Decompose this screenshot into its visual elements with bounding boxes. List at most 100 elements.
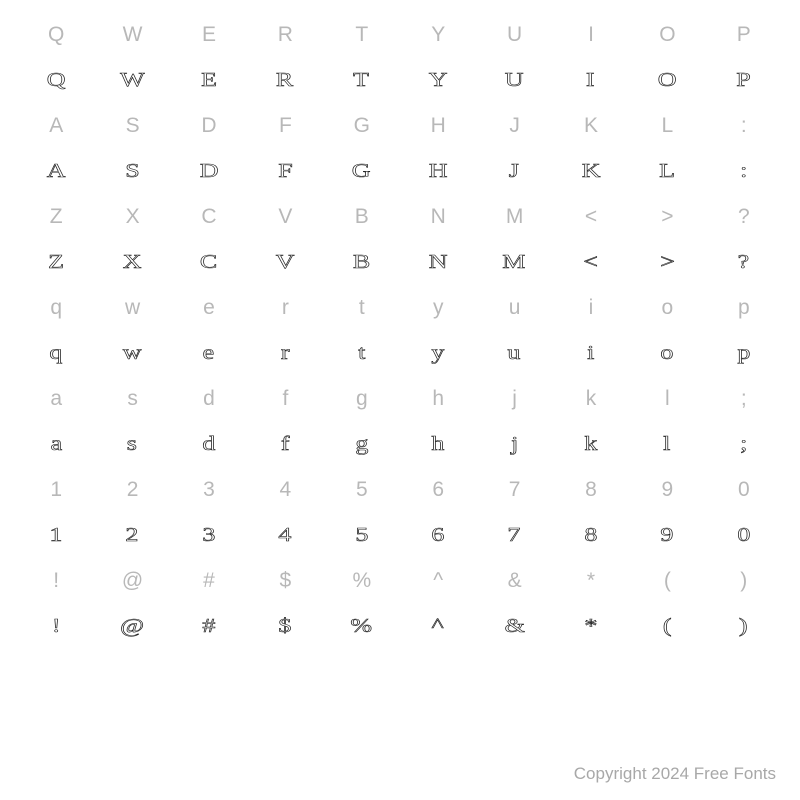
reference-char: u (509, 296, 521, 320)
reference-char: N (431, 205, 446, 229)
char-cell-ref: B (324, 194, 400, 240)
char-cell-glyph: P (706, 58, 782, 104)
char-cell-ref: : (706, 103, 782, 149)
char-cell-glyph: 4 (247, 513, 323, 559)
char-cell-glyph: e (171, 331, 247, 377)
char-cell-ref: S (94, 103, 170, 149)
char-cell-ref: y (400, 285, 476, 331)
reference-char: : (741, 114, 747, 138)
sample-glyph: T (354, 69, 371, 92)
reference-char: t (359, 296, 365, 320)
reference-char: 1 (50, 478, 62, 502)
char-cell-ref: i (553, 285, 629, 331)
sample-glyph: 1 (49, 524, 63, 547)
char-cell-ref: g (324, 376, 400, 422)
char-cell-glyph: i (553, 331, 629, 377)
reference-char: ; (741, 387, 747, 411)
sample-glyph: 0 (737, 524, 751, 547)
char-cell-ref: e (171, 285, 247, 331)
char-cell-glyph: l (629, 422, 705, 468)
char-cell-glyph: a (18, 422, 94, 468)
char-cell-ref: ( (629, 558, 705, 604)
reference-char: ? (738, 205, 750, 229)
char-cell-ref: o (629, 285, 705, 331)
char-cell-glyph: G (324, 149, 400, 195)
sample-glyph: K (581, 160, 600, 183)
sample-glyph: y (431, 342, 445, 365)
char-cell-glyph: T (324, 58, 400, 104)
reference-char: F (279, 114, 292, 138)
char-cell-glyph: $ (247, 604, 323, 650)
char-cell-ref: l (629, 376, 705, 422)
char-cell-glyph: 1 (18, 513, 94, 559)
reference-char: > (661, 205, 673, 229)
char-cell-glyph: 0 (706, 513, 782, 559)
reference-char: 8 (585, 478, 597, 502)
sample-glyph: F (278, 160, 293, 183)
sample-glyph: 7 (508, 524, 522, 547)
char-cell-glyph: E (171, 58, 247, 104)
char-cell-ref: h (400, 376, 476, 422)
reference-char: 4 (280, 478, 292, 502)
sample-glyph: u (508, 342, 522, 365)
char-cell-glyph: % (324, 604, 400, 650)
sample-glyph: < (583, 251, 598, 274)
char-cell-ref: N (400, 194, 476, 240)
char-cell-glyph: X (94, 240, 170, 286)
char-cell-glyph: C (171, 240, 247, 286)
char-cell-ref: 1 (18, 467, 94, 513)
char-cell-ref: I (553, 12, 629, 58)
reference-char: B (355, 205, 369, 229)
char-cell-ref: ; (706, 376, 782, 422)
char-cell-ref: ! (18, 558, 94, 604)
char-cell-glyph: D (171, 149, 247, 195)
reference-char: w (125, 296, 140, 320)
sample-glyph: > (660, 251, 675, 274)
reference-char: E (202, 23, 216, 47)
reference-char: G (354, 114, 370, 138)
char-cell-ref: j (476, 376, 552, 422)
reference-char: < (585, 205, 597, 229)
sample-glyph: $ (279, 615, 293, 638)
reference-char: 2 (127, 478, 139, 502)
char-cell-glyph: q (18, 331, 94, 377)
sample-glyph: V (276, 251, 295, 274)
reference-char: # (203, 569, 215, 593)
char-cell-glyph: F (247, 149, 323, 195)
reference-char: q (50, 296, 62, 320)
character-map-grid: QWERTYUIOPQWERTYUIOPASDFGHJKL:ASDFGHJKL:… (0, 0, 800, 800)
char-cell-glyph: W (94, 58, 170, 104)
char-cell-ref: 5 (324, 467, 400, 513)
char-cell-ref: 6 (400, 467, 476, 513)
char-cell-glyph: # (171, 604, 247, 650)
reference-char: s (127, 387, 138, 411)
sample-glyph: X (123, 251, 142, 274)
sample-glyph: J (509, 160, 520, 183)
sample-glyph: @ (120, 615, 145, 638)
reference-char: j (512, 387, 517, 411)
char-cell-ref: V (247, 194, 323, 240)
sample-glyph: A (46, 160, 65, 183)
char-cell-glyph: 7 (476, 513, 552, 559)
sample-glyph: G (352, 160, 371, 183)
sample-glyph: w (123, 342, 142, 365)
sample-glyph: : (740, 160, 748, 183)
reference-char: * (587, 569, 595, 593)
char-cell-glyph: J (476, 149, 552, 195)
char-cell-ref: 4 (247, 467, 323, 513)
char-cell-glyph: L (629, 149, 705, 195)
char-cell-ref: @ (94, 558, 170, 604)
char-cell-glyph: : (706, 149, 782, 195)
sample-glyph: ? (738, 251, 750, 274)
char-cell-ref: ^ (400, 558, 476, 604)
char-cell-glyph: h (400, 422, 476, 468)
char-cell-ref: $ (247, 558, 323, 604)
reference-char: e (203, 296, 215, 320)
sample-glyph: ; (740, 433, 748, 456)
sample-glyph: Q (46, 69, 65, 92)
char-cell-ref: 9 (629, 467, 705, 513)
char-cell-ref: p (706, 285, 782, 331)
char-cell-glyph: K (553, 149, 629, 195)
char-cell-ref: E (171, 12, 247, 58)
sample-glyph: i (587, 342, 595, 365)
